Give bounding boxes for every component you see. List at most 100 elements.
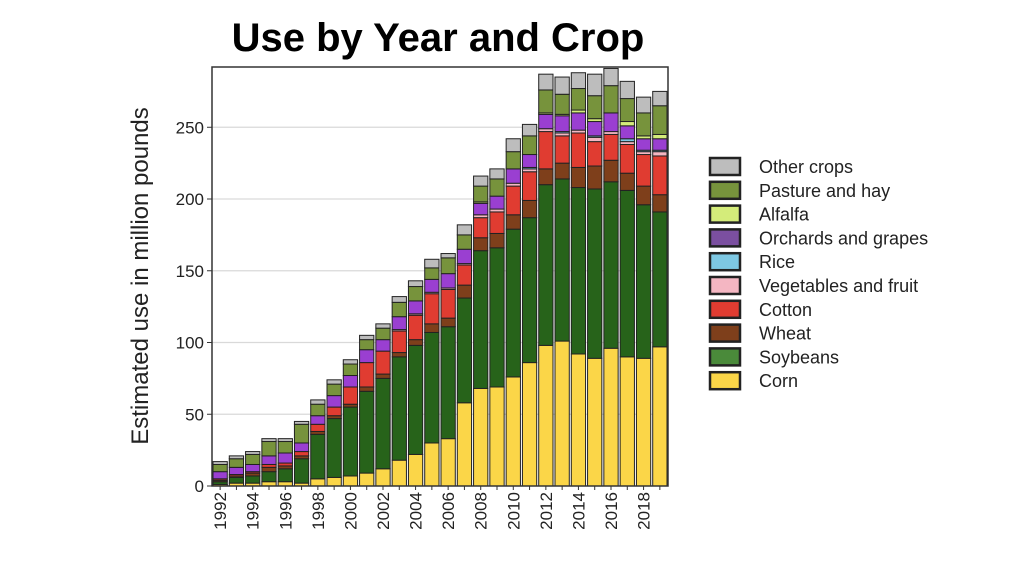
bar-segment-other-crops-2003: [391, 296, 407, 303]
bar-segment-other-crops-2011: [521, 123, 538, 137]
bar-segment-corn-1999: [326, 476, 342, 487]
bar-segment-wheat-2009: [489, 232, 505, 249]
bar-segment-wheat-2003: [391, 352, 407, 358]
bar-segment-wheat-2008: [473, 237, 489, 252]
bar-segment-pasture-and-hay-2004: [407, 286, 424, 302]
bar-segment-alfalfa-2019: [652, 133, 668, 140]
bar-segment-soybeans-1994: [245, 475, 261, 484]
bar-segment-orchards-and-grapes-2014: [570, 112, 587, 131]
bar-segment-orchards-and-grapes-1998: [310, 415, 326, 425]
bar-segment-cotton-2012: [538, 131, 554, 170]
bar-segment-soybeans-2007: [456, 297, 473, 404]
bar-segment-corn-2007: [456, 402, 473, 487]
bar-segment-wheat-2006: [440, 317, 456, 328]
legend-swatch: [708, 228, 742, 248]
legend-swatch: [708, 347, 742, 367]
bar-segment-other-crops-2009: [489, 168, 505, 180]
x-tick-label: 1994: [244, 492, 263, 530]
bar-segment-pasture-and-hay-1992: [212, 463, 228, 473]
bar-segment-cotton-2008: [473, 217, 489, 239]
bar-segment-wheat-2011: [521, 199, 538, 219]
bar-segment-soybeans-2016: [603, 181, 619, 349]
bar-segment-orchards-and-grapes-1994: [245, 463, 261, 473]
legend-swatch: [708, 275, 742, 296]
bar-segment-pasture-and-hay-2008: [473, 185, 489, 203]
plot-border: [211, 66, 669, 487]
bar-segment-pasture-and-hay-1993: [228, 458, 245, 468]
bar-segment-orchards-and-grapes-2008: [473, 202, 489, 216]
bar-segment-pasture-and-hay-2006: [440, 257, 456, 275]
bar-segment-other-crops-2001: [359, 334, 375, 341]
bar-segment-orchards-and-grapes-2019: [652, 138, 668, 151]
bar-segment-soybeans-1998: [310, 433, 326, 480]
bar-segment-orchards-and-grapes-1999: [326, 395, 342, 408]
bar-segment-cotton-2004: [407, 314, 424, 341]
bar-segment-soybeans-2011: [521, 217, 538, 364]
bar-segment-soybeans-2009: [489, 247, 505, 388]
bar-segment-soybeans-2015: [587, 188, 603, 359]
bar-segment-soybeans-2019: [652, 211, 668, 348]
bar-segment-other-crops-2014: [570, 72, 587, 90]
bar-segment-wheat-2012: [538, 168, 554, 186]
bar-segment-soybeans-1997: [293, 458, 310, 484]
bar-segment-orchards-and-grapes-2018: [635, 138, 652, 151]
bar-segment-other-crops-2010: [505, 138, 521, 153]
legend-swatch: [708, 370, 742, 391]
bar-segment-wheat-2001: [359, 386, 375, 392]
bar-segment-orchards-and-grapes-2012: [538, 113, 554, 130]
bar-segment-corn-2017: [619, 356, 635, 487]
bar-segment-corn-2015: [587, 357, 603, 487]
bar-segment-corn-2002: [375, 468, 391, 487]
bar-segment-pasture-and-hay-1995: [261, 441, 277, 457]
bar-segment-pasture-and-hay-2016: [603, 85, 619, 114]
bar-segment-pasture-and-hay-2001: [359, 339, 375, 351]
bar-segment-orchards-and-grapes-2010: [505, 168, 521, 184]
x-tick-label: 1998: [309, 492, 328, 530]
x-tick-label: 2014: [569, 492, 588, 530]
bar-segment-pasture-and-hay-2015: [587, 95, 603, 120]
y-tick-label: 50: [185, 405, 204, 424]
bar-segment-cotton-1998: [310, 423, 326, 432]
bar-segment-wheat-2005: [424, 323, 440, 333]
bar-segment-wheat-2017: [619, 172, 635, 191]
legend-label: Alfalfa: [759, 205, 810, 225]
bar-segment-other-crops-1992: [212, 461, 228, 465]
bar-segment-soybeans-1995: [261, 471, 277, 483]
x-tick-label: 2006: [439, 492, 458, 530]
bar-segment-cotton-1999: [326, 406, 342, 417]
bar-segment-soybeans-1993: [228, 476, 245, 484]
bar-segment-orchards-and-grapes-1996: [277, 452, 293, 464]
x-tick-label: 2002: [374, 492, 393, 530]
bar-segment-other-crops-1998: [310, 399, 326, 405]
chart-title: Use by Year and Crop: [232, 16, 645, 60]
bar-segment-soybeans-2008: [473, 250, 489, 389]
legend-swatch: [708, 299, 742, 320]
bar-segment-cotton-2016: [603, 133, 619, 161]
bar-segment-cotton-2013: [554, 135, 570, 164]
bar-segment-soybeans-2018: [635, 204, 652, 359]
bar-segment-corn-2019: [652, 346, 668, 487]
bar-segment-cotton-2017: [619, 143, 635, 174]
bar-segment-corn-2000: [342, 475, 359, 487]
bar-segment-soybeans-2014: [570, 187, 587, 355]
y-tick-label: 150: [176, 262, 204, 281]
y-tick-label: 200: [176, 190, 204, 209]
bar-segment-corn-1998: [310, 478, 326, 487]
bar-segment-other-crops-2017: [619, 80, 635, 100]
bar-segment-pasture-and-hay-2002: [375, 327, 391, 341]
bar-segment-wheat-2010: [505, 214, 521, 230]
bar-segment-vegetables-and-fruit-2015: [587, 136, 603, 143]
bar-segment-soybeans-2017: [619, 189, 635, 358]
x-tick-label: 2018: [635, 492, 654, 530]
bar-segment-corn-2008: [473, 387, 489, 487]
bar-segment-soybeans-2006: [440, 326, 456, 440]
bar-segment-wheat-2013: [554, 162, 570, 180]
bar-segment-other-crops-2005: [424, 258, 440, 269]
bar-segment-cotton-2001: [359, 362, 375, 388]
bar-segment-orchards-and-grapes-1993: [228, 466, 245, 476]
bar-segment-other-crops-2004: [407, 280, 424, 288]
x-tick-label: 2012: [537, 492, 556, 530]
bar-segment-other-crops-2002: [375, 323, 391, 329]
bar-segment-pasture-and-hay-2005: [424, 267, 440, 280]
bar-segment-other-crops-1999: [326, 379, 342, 385]
